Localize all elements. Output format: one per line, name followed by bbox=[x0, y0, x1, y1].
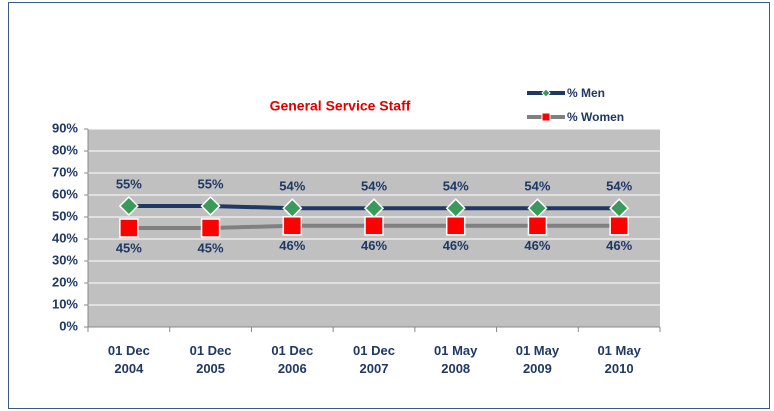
data-label: 54% bbox=[279, 179, 305, 194]
y-tick-label: 40% bbox=[52, 230, 78, 245]
data-label: 54% bbox=[606, 179, 632, 194]
data-label: 55% bbox=[198, 176, 224, 191]
data-label: 46% bbox=[606, 238, 632, 253]
x-tick-label: 01 Dec 2006 bbox=[271, 343, 314, 376]
data-label: 46% bbox=[279, 238, 305, 253]
marker bbox=[364, 216, 384, 236]
y-tick-label: 20% bbox=[52, 274, 78, 289]
data-label: 46% bbox=[361, 238, 387, 253]
marker bbox=[200, 195, 221, 217]
y-tick-label: 30% bbox=[52, 252, 78, 267]
data-label: 46% bbox=[524, 238, 550, 253]
marker bbox=[445, 216, 466, 236]
marker bbox=[118, 195, 139, 217]
y-tick-label: 50% bbox=[52, 208, 78, 223]
y-tick-label: 60% bbox=[52, 186, 78, 201]
data-label: 54% bbox=[361, 179, 387, 194]
data-label: 54% bbox=[443, 179, 469, 194]
marker bbox=[609, 216, 629, 236]
legend-marker bbox=[541, 88, 551, 98]
data-label: 45% bbox=[116, 240, 142, 255]
x-tick-label: 01 Dec 2007 bbox=[353, 343, 395, 376]
y-tick-label: 70% bbox=[52, 164, 78, 179]
x-tick-label: 01 Dec 2004 bbox=[107, 343, 150, 376]
marker bbox=[200, 218, 221, 238]
data-label: 46% bbox=[443, 238, 469, 253]
data-label: 55% bbox=[116, 176, 142, 191]
marker bbox=[527, 216, 548, 236]
y-tick-label: 0% bbox=[59, 318, 78, 333]
x-tick-label: 01 Dec 2005 bbox=[189, 343, 232, 376]
chart-title: General Service Staff bbox=[270, 98, 411, 114]
legend-marker bbox=[541, 112, 551, 122]
y-tick-label: 90% bbox=[52, 120, 78, 135]
marker bbox=[119, 218, 139, 238]
marker bbox=[282, 216, 303, 236]
legend-label: % Men bbox=[567, 86, 605, 100]
data-label: 45% bbox=[198, 240, 224, 255]
x-tick-label: 01 May 2008 bbox=[434, 343, 478, 376]
y-tick-label: 80% bbox=[52, 142, 78, 157]
data-label: 54% bbox=[524, 179, 550, 194]
x-tick-label: 01 May 2010 bbox=[597, 343, 641, 376]
y-tick-label: 10% bbox=[52, 296, 78, 311]
x-tick-label: 01 May 2009 bbox=[515, 343, 560, 376]
legend-label: % Women bbox=[567, 110, 624, 124]
